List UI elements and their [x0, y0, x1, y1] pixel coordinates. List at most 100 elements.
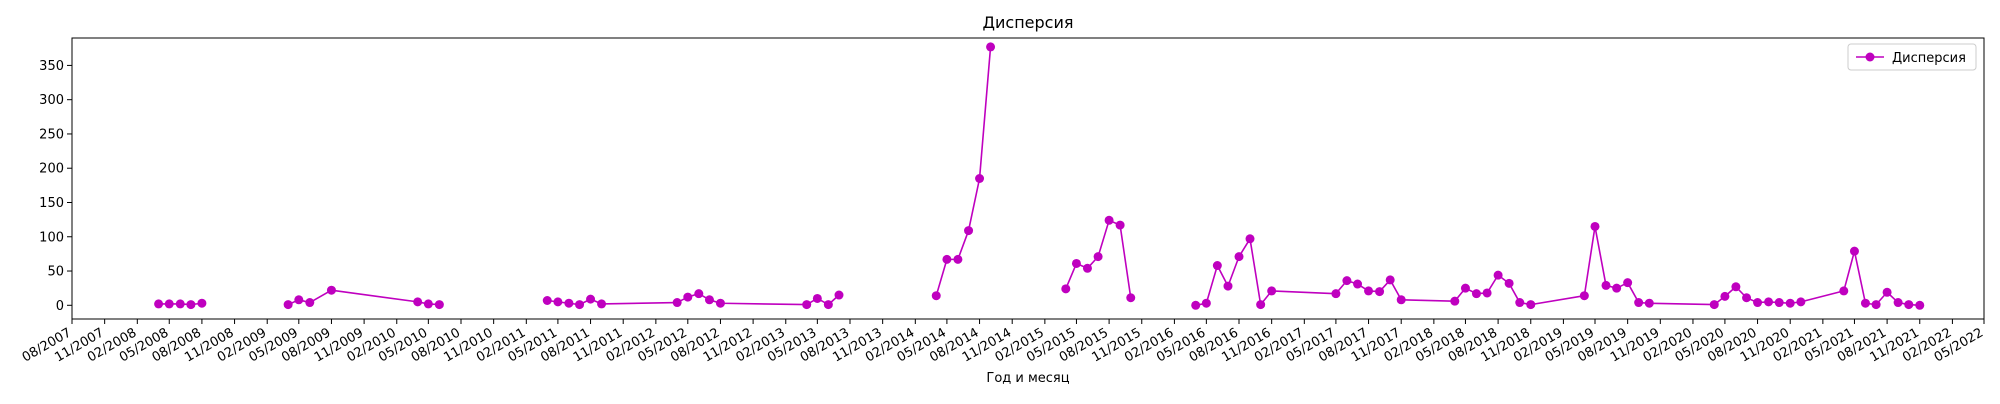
data-point — [175, 299, 185, 309]
data-point — [575, 300, 585, 310]
data-point — [283, 300, 293, 310]
data-point — [1493, 270, 1503, 280]
y-tick-label: 250 — [39, 127, 64, 142]
data-point — [1212, 261, 1222, 271]
data-point — [953, 254, 963, 264]
data-point — [931, 291, 941, 301]
legend-label: Дисперсия — [1892, 51, 1966, 66]
data-point — [1785, 298, 1795, 308]
data-point — [305, 298, 315, 308]
data-point — [1331, 289, 1341, 299]
data-point — [597, 299, 607, 309]
data-point — [154, 299, 164, 309]
y-tick-label: 100 — [39, 230, 64, 245]
data-point — [1342, 276, 1352, 286]
data-point — [164, 299, 174, 309]
data-point — [1256, 300, 1266, 310]
data-point — [1223, 281, 1233, 291]
data-point — [1071, 258, 1081, 268]
plot-frame — [71, 37, 1985, 320]
y-tick-label: 350 — [39, 59, 64, 74]
data-point — [1709, 300, 1719, 310]
data-point — [1104, 215, 1114, 225]
data-point — [564, 298, 574, 308]
data-point — [1093, 252, 1103, 262]
y-tick-label: 200 — [39, 162, 64, 177]
data-point — [1061, 284, 1071, 294]
data-point — [1644, 298, 1654, 308]
data-point — [586, 294, 596, 304]
data-point — [1482, 288, 1492, 298]
data-point — [1774, 298, 1784, 308]
data-point — [704, 295, 714, 305]
data-point — [964, 226, 974, 236]
data-point — [1612, 283, 1622, 293]
legend-box — [1847, 43, 1977, 71]
data-point — [542, 296, 552, 305]
data-point — [1634, 298, 1644, 308]
data-point — [1579, 291, 1589, 301]
data-point — [1191, 300, 1201, 310]
data-point — [683, 292, 693, 302]
data-point — [1915, 300, 1925, 310]
data-point — [1590, 221, 1600, 231]
data-point — [1201, 298, 1211, 308]
data-point — [1893, 298, 1903, 308]
data-point — [1860, 298, 1870, 308]
data-point — [197, 298, 207, 308]
data-point — [1460, 283, 1470, 293]
data-point — [1504, 278, 1514, 288]
series-line-segment — [935, 46, 992, 296]
data-point — [1742, 293, 1752, 303]
y-tick-label: 0 — [56, 299, 64, 314]
data-point — [1515, 298, 1525, 308]
chart-title: Дисперсия — [983, 13, 1074, 32]
legend-marker-swatch — [1865, 52, 1875, 62]
data-point — [1882, 287, 1892, 297]
data-point — [1385, 275, 1395, 285]
data-point — [294, 295, 304, 305]
data-point — [1623, 278, 1633, 288]
data-point — [1731, 282, 1741, 292]
data-point — [1450, 296, 1460, 306]
data-point — [1720, 291, 1730, 301]
data-point — [423, 299, 433, 309]
data-point — [1364, 286, 1374, 296]
data-point — [186, 300, 196, 310]
data-point — [1245, 234, 1255, 244]
data-point — [694, 289, 704, 299]
data-point — [975, 174, 985, 183]
data-point — [1396, 295, 1406, 305]
y-axis: 0 50 100 150 200 250 300 350 — [39, 59, 72, 314]
data-point — [942, 254, 952, 264]
data-point — [802, 300, 812, 310]
y-tick-label: 50 — [47, 265, 64, 280]
data-point — [823, 300, 833, 310]
data-point — [413, 297, 423, 307]
y-tick-label: 300 — [39, 93, 64, 108]
data-point — [715, 298, 725, 308]
data-point — [1839, 286, 1849, 296]
data-point — [1115, 220, 1125, 230]
data-point — [986, 42, 996, 52]
data-point — [1871, 300, 1881, 310]
data-point — [1526, 300, 1536, 310]
data-point — [1353, 279, 1363, 289]
data-point — [1849, 246, 1859, 256]
data-point — [326, 285, 336, 295]
data-point — [1601, 280, 1611, 290]
plot-area — [154, 42, 1925, 310]
data-point — [812, 293, 822, 303]
data-point — [1753, 298, 1763, 308]
data-point — [1471, 289, 1481, 299]
data-point — [1764, 297, 1774, 307]
legend: Дисперсия — [1847, 43, 1977, 71]
data-point — [1267, 286, 1277, 296]
data-point — [834, 290, 844, 300]
data-point — [1126, 293, 1136, 303]
x-axis-label: Год и месяц — [986, 371, 1069, 386]
data-point — [1796, 297, 1806, 307]
